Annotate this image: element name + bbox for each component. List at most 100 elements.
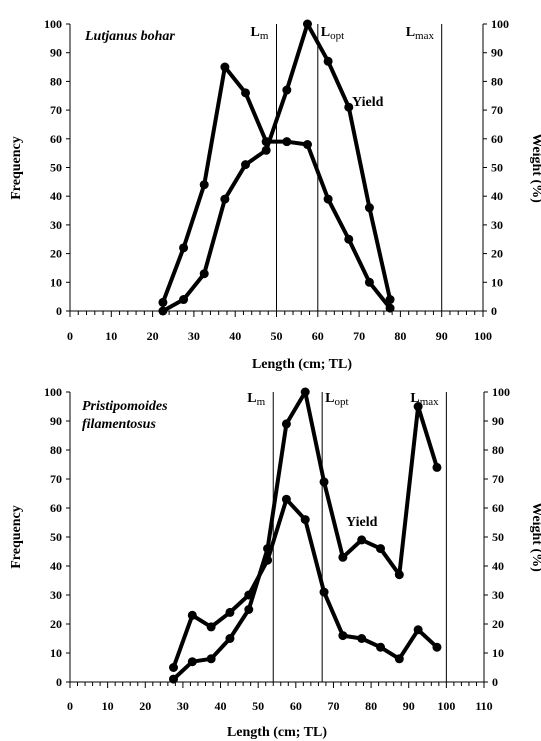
y-tick-label-left: 90 — [50, 46, 62, 60]
reference-line-label: Lmax — [406, 25, 435, 42]
x-tick-label: 100 — [474, 329, 492, 343]
y-tick-label-left: 30 — [50, 588, 62, 602]
series-point-frequency — [158, 297, 168, 307]
series-point-frequency — [300, 515, 310, 525]
reference-line-subscript: opt — [335, 396, 349, 408]
x-axis-label: Length (cm; TL) — [252, 357, 352, 372]
reference-line-letter: L — [406, 25, 415, 40]
series-point-frequency — [220, 62, 230, 72]
series-point-frequency — [179, 243, 189, 253]
x-tick-label: 110 — [475, 699, 492, 713]
y-tick-label-right: 50 — [491, 161, 503, 175]
series-point-yield — [281, 419, 291, 429]
x-tick-label: 50 — [252, 699, 264, 713]
series-point-frequency — [376, 642, 385, 652]
y-tick-label-left: 90 — [50, 414, 62, 428]
series-point-yield — [179, 295, 189, 305]
x-tick-label: 30 — [188, 329, 200, 343]
reference-line-subscript: max — [415, 30, 434, 42]
series-point-frequency — [394, 654, 404, 664]
series-point-frequency — [338, 631, 348, 641]
reference-line-label: Lm — [251, 25, 269, 42]
x-tick-label: 40 — [215, 699, 227, 713]
series-point-yield — [282, 85, 292, 95]
x-tick-label: 80 — [394, 329, 406, 343]
reference-line-label: Lopt — [325, 391, 348, 408]
series-point-yield — [394, 570, 404, 580]
series-point-yield — [241, 160, 251, 170]
y-tick-label-right: 40 — [492, 559, 504, 573]
y-tick-label-right: 50 — [492, 530, 504, 544]
series-point-yield — [187, 657, 197, 667]
series-point-frequency — [323, 194, 333, 204]
series-line-yield — [161, 22, 393, 313]
x-tick-label: 10 — [102, 699, 114, 713]
series-point-frequency — [357, 634, 367, 643]
y-axis-label-right: Weight (%) — [529, 133, 541, 203]
y-tick-label-right: 70 — [492, 472, 504, 486]
reference-line-subscript: opt — [330, 30, 344, 42]
y-tick-label-left: 80 — [50, 443, 62, 457]
x-axis-label: Length (cm; TL) — [227, 725, 327, 740]
y-tick-label-right: 0 — [492, 675, 498, 689]
y-tick-label-left: 0 — [56, 304, 62, 318]
y-tick-label-right: 80 — [491, 74, 503, 88]
reference-line-label: Lopt — [321, 25, 344, 42]
reference-line-letter: L — [251, 25, 260, 40]
series-line-frequency — [171, 497, 439, 669]
series-point-frequency — [187, 610, 197, 620]
series-point-yield — [300, 387, 310, 397]
y-tick-label-right: 0 — [491, 304, 497, 318]
series-point-yield — [413, 402, 423, 411]
y-tick-label-right: 80 — [492, 443, 504, 457]
x-tick-label: 50 — [271, 329, 283, 343]
x-tick-label: 80 — [365, 699, 377, 713]
series-line-yield — [172, 390, 439, 681]
species-label-line2: filamentosus — [82, 417, 156, 432]
y-tick-label-right: 10 — [492, 646, 504, 660]
series-point-frequency — [364, 277, 374, 287]
series-point-yield — [302, 19, 312, 29]
y-tick-label-left: 0 — [56, 675, 62, 689]
y-tick-label-right: 10 — [491, 275, 503, 289]
y-tick-label-left: 50 — [50, 530, 62, 544]
series-point-yield — [263, 544, 273, 554]
y-axis-label-right: Weight (%) — [529, 502, 541, 572]
x-tick-label: 100 — [437, 699, 455, 713]
reference-line-letter: L — [321, 25, 330, 40]
species-label-line1: Pristipomoides — [82, 399, 168, 414]
series-point-yield — [244, 605, 254, 614]
x-tick-label: 20 — [147, 329, 159, 343]
series-point-yield — [432, 462, 442, 472]
series-point-frequency — [206, 622, 216, 632]
series-point-frequency — [241, 88, 251, 98]
series-point-frequency — [199, 180, 209, 190]
y-tick-label-left: 60 — [50, 501, 62, 515]
series-point-frequency — [432, 642, 442, 652]
reference-line-letter: L — [325, 391, 334, 406]
y-tick-label-left: 50 — [50, 161, 62, 175]
y-tick-label-right: 60 — [492, 501, 504, 515]
y-tick-label-left: 40 — [50, 189, 62, 203]
x-tick-label: 70 — [353, 329, 365, 343]
series-point-yield — [323, 56, 333, 66]
series-point-yield — [338, 552, 348, 562]
y-tick-label-left: 30 — [50, 218, 62, 232]
y-tick-label-left: 10 — [50, 646, 62, 660]
series-point-frequency — [225, 607, 235, 617]
series-point-frequency — [281, 494, 291, 504]
series-point-frequency — [344, 234, 354, 244]
series-point-yield — [376, 544, 385, 554]
y-tick-label-right: 90 — [492, 414, 504, 428]
series-point-frequency — [413, 625, 423, 635]
y-tick-label-right: 30 — [491, 218, 503, 232]
x-tick-label: 60 — [290, 699, 302, 713]
series-point-frequency — [319, 587, 329, 597]
y-tick-label-right: 20 — [492, 617, 504, 631]
yield-annotation: Yield — [352, 95, 384, 110]
x-tick-label: 40 — [229, 329, 241, 343]
y-tick-label-right: 90 — [491, 46, 503, 60]
x-tick-label: 90 — [403, 699, 415, 713]
series-point-frequency — [282, 137, 292, 147]
